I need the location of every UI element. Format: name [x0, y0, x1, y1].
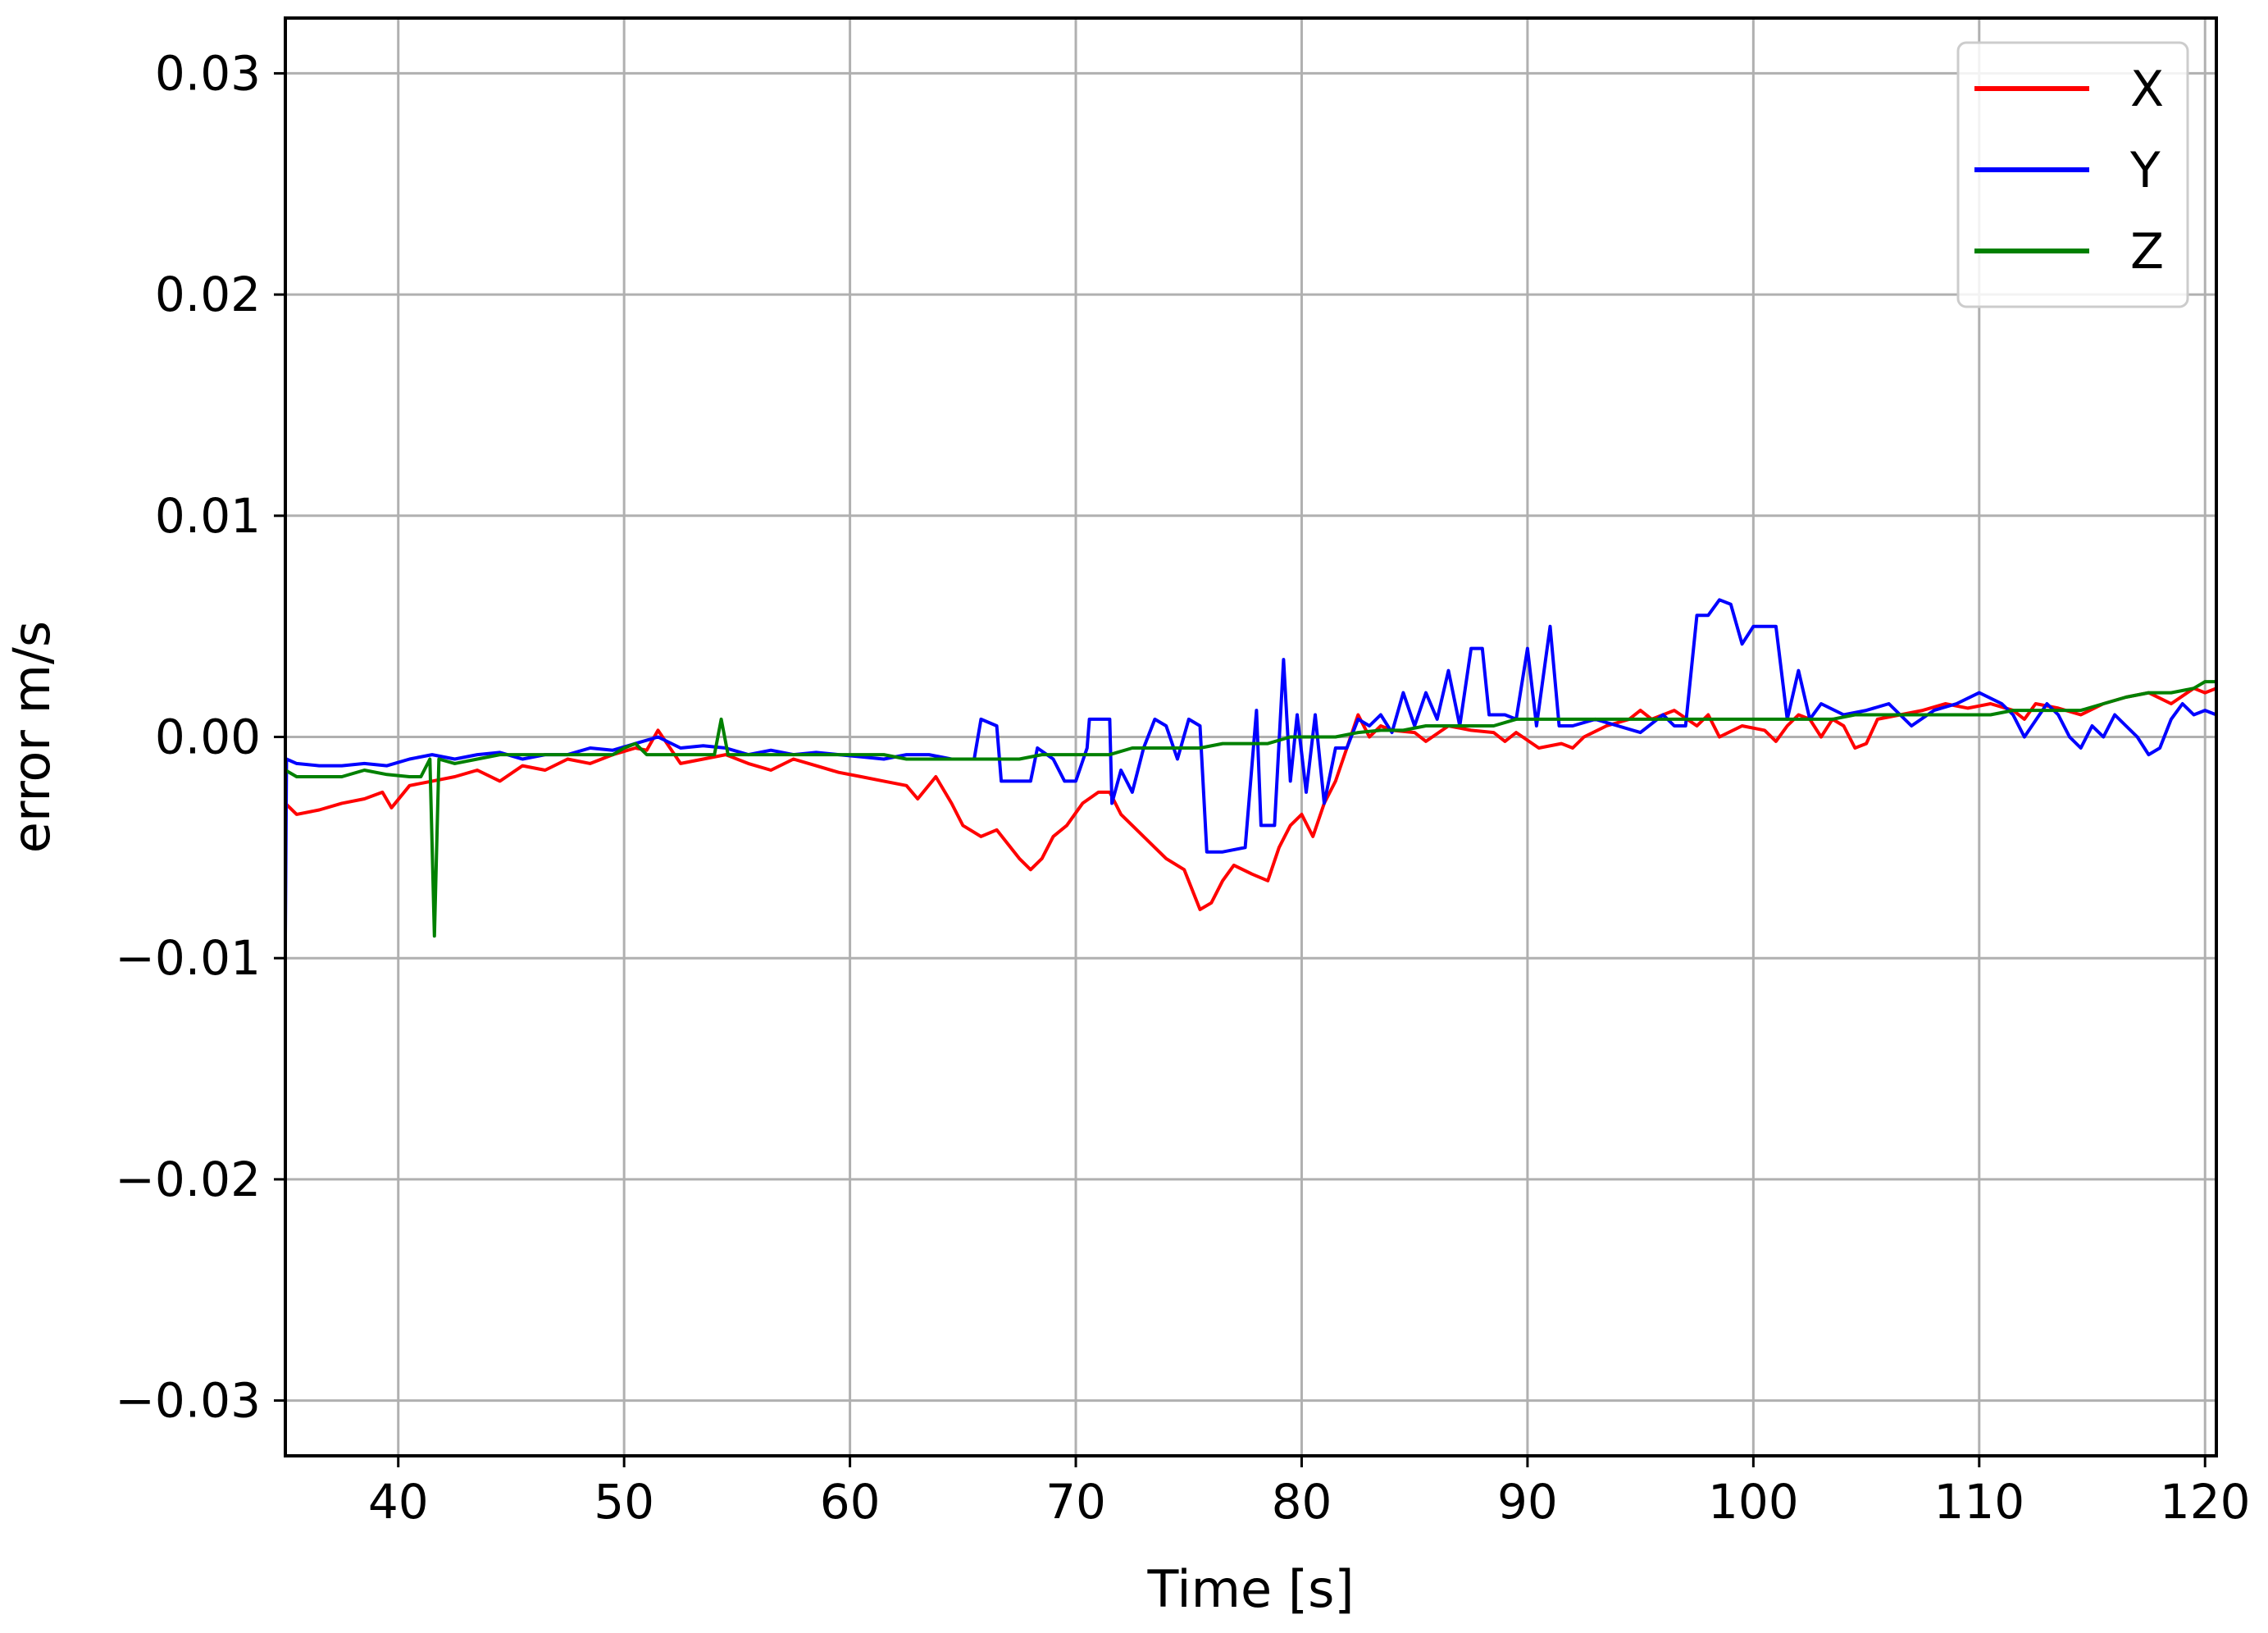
x-tick-label: 40 [368, 1474, 429, 1530]
x-tick-label: 120 [2160, 1474, 2251, 1530]
y-axis-label: error m/s [2, 621, 61, 853]
x-tick-label: 50 [594, 1474, 654, 1530]
legend-label-z: Z [2130, 223, 2164, 281]
y-tick-label: 0.00 [155, 709, 261, 765]
y-tick-label: −0.03 [115, 1373, 261, 1429]
x-tick-label: 80 [1272, 1474, 1332, 1530]
y-tick-label: −0.01 [115, 930, 261, 986]
x-tick-label: 90 [1497, 1474, 1558, 1530]
x-tick-label: 110 [1933, 1474, 2024, 1530]
y-tick-label: 0.03 [155, 45, 261, 101]
legend-label-x: X [2130, 61, 2164, 118]
y-tick-label: 0.02 [155, 267, 261, 322]
legend-box [1956, 41, 2189, 308]
x-axis-ticks: 40 50 60 70 80 90 100 110 120 [368, 1456, 2251, 1530]
x-tick-label: 60 [820, 1474, 881, 1530]
series-line-x [284, 686, 2217, 911]
series-lines [284, 598, 2217, 938]
x-axis-label: Time [s] [1146, 1559, 1354, 1619]
legend-label-y: Y [2129, 142, 2161, 199]
y-tick-label: −0.02 [115, 1152, 261, 1207]
series-line-z [284, 680, 2216, 938]
legend: XYZ [1956, 41, 2189, 308]
x-tick-label: 70 [1045, 1474, 1106, 1530]
x-tick-label: 100 [1708, 1474, 1799, 1530]
y-tick-label: 0.01 [155, 488, 261, 544]
y-axis-ticks: −0.03 −0.02 −0.01 0.00 0.01 0.02 0.03 [115, 45, 285, 1429]
series-line-y [284, 598, 2217, 937]
